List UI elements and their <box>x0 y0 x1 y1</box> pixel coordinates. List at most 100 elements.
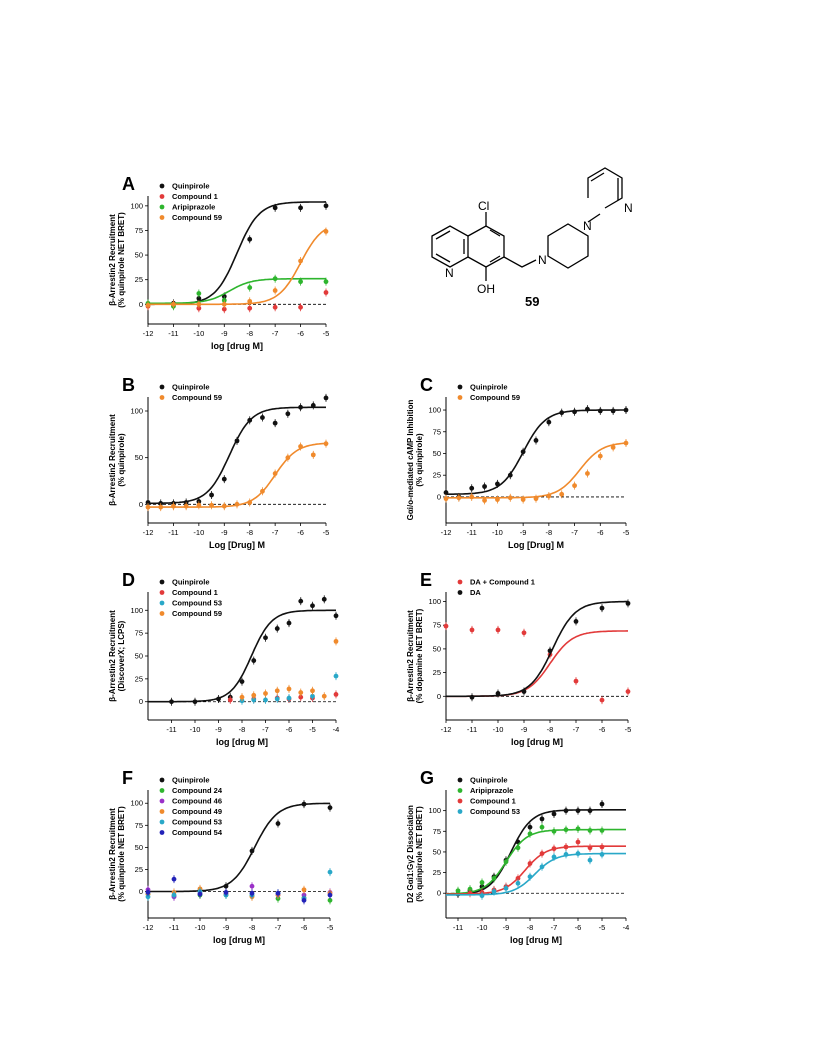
x-tick-label: -6 <box>575 923 582 932</box>
cl-atom: Cl <box>478 199 489 213</box>
fit-curve <box>148 406 326 505</box>
data-point <box>298 205 303 211</box>
data-point <box>599 852 605 857</box>
x-tick-label: -8 <box>239 725 246 734</box>
legend-label: Aripiprazole <box>470 786 513 795</box>
y-tick-label: 50 <box>433 847 441 856</box>
legend-label: Quinpirole <box>172 578 210 587</box>
data-point <box>196 296 202 301</box>
legend-marker <box>159 590 165 595</box>
panel-a-ylabel: β-Arrestin2 Recruitment <box>108 214 117 306</box>
data-point <box>263 691 268 696</box>
data-point <box>495 691 501 696</box>
data-point <box>196 502 202 508</box>
legend-label: Compound 1 <box>172 588 218 597</box>
panel-d: D -11 -10 -9 -8 -7 -6 -5 -4 0 25 50 75 100 log [drug M… <box>108 570 339 747</box>
data-point <box>625 689 631 694</box>
data-point <box>183 503 189 509</box>
x-tick-label: -10 <box>195 923 206 932</box>
panel-g-xlabel: log [drug M] <box>510 935 562 945</box>
data-point <box>247 305 253 311</box>
y-tick-label: 100 <box>428 806 441 815</box>
legend-marker <box>159 384 165 390</box>
data-point <box>216 696 221 702</box>
x-tick-label: -5 <box>309 725 316 734</box>
data-point <box>563 827 569 833</box>
data-point <box>227 697 233 703</box>
data-point <box>573 678 579 684</box>
y-tick-label: 75 <box>135 226 143 235</box>
fit-curve <box>446 852 626 896</box>
data-point <box>551 828 557 834</box>
fit-curve <box>446 409 626 495</box>
data-point <box>443 496 449 502</box>
fit-curve <box>148 442 327 508</box>
y-tick-label: 100 <box>428 597 441 606</box>
y-tick-label: 0 <box>139 887 143 896</box>
legend-label: Quinpirole <box>470 383 508 392</box>
data-point <box>469 485 475 491</box>
data-point <box>247 500 253 505</box>
data-point <box>623 407 629 413</box>
legend-marker <box>159 830 165 835</box>
panel-c-title: C <box>420 375 433 395</box>
legend-marker <box>159 194 165 199</box>
fit-curve <box>446 630 628 698</box>
x-tick-label: -8 <box>246 528 253 537</box>
y-tick-label: 100 <box>130 407 143 416</box>
data-point <box>171 876 177 882</box>
series-compound-59 <box>443 439 629 505</box>
data-point <box>272 205 278 211</box>
data-point <box>223 890 229 895</box>
y-tick-label: 100 <box>428 406 441 415</box>
data-point <box>251 697 257 703</box>
panel-d-ylabel-units: (DiscoverX; LCPS) <box>117 620 126 691</box>
data-point <box>310 452 316 458</box>
data-point <box>301 801 307 807</box>
x-tick-label: -5 <box>623 528 630 537</box>
data-point <box>521 630 527 636</box>
legend-label: Compound 59 <box>470 393 520 402</box>
y-tick-label: 100 <box>130 201 143 210</box>
x-tick-label: -9 <box>521 725 528 734</box>
data-point <box>495 481 500 487</box>
y-tick-label: 100 <box>130 799 143 808</box>
legend-marker <box>159 798 165 804</box>
legend-marker <box>159 215 165 220</box>
data-point <box>310 603 315 609</box>
panel-d-title: D <box>122 570 135 590</box>
data-point <box>515 875 521 881</box>
data-point <box>260 415 265 420</box>
x-tick-label: -10 <box>193 329 204 338</box>
data-point <box>192 699 198 705</box>
y-tick-label: 25 <box>135 275 143 284</box>
x-tick-label: -11 <box>168 528 178 537</box>
data-point <box>546 419 552 425</box>
data-point <box>249 883 255 889</box>
data-point <box>533 438 539 443</box>
legend-marker <box>159 600 165 606</box>
data-point <box>482 498 487 503</box>
x-tick-label: -6 <box>597 528 604 537</box>
data-point <box>559 410 565 416</box>
data-point <box>479 893 485 899</box>
x-tick-label: -9 <box>221 329 228 338</box>
data-point <box>491 875 497 881</box>
data-point <box>479 880 485 885</box>
data-point <box>333 638 339 644</box>
x-tick-label: -11 <box>453 923 463 932</box>
data-point <box>572 409 577 415</box>
data-point <box>585 471 590 476</box>
x-tick-label: -9 <box>520 528 527 537</box>
legend-marker <box>159 579 165 585</box>
data-point <box>274 626 280 631</box>
data-point <box>539 816 545 822</box>
series-quinpirole <box>148 595 339 706</box>
legend-marker <box>457 809 463 814</box>
data-point <box>221 503 227 509</box>
y-tick-label: 25 <box>433 471 441 480</box>
y-tick-label: 25 <box>433 668 441 677</box>
data-point <box>263 635 268 641</box>
fit-curve <box>148 277 326 305</box>
